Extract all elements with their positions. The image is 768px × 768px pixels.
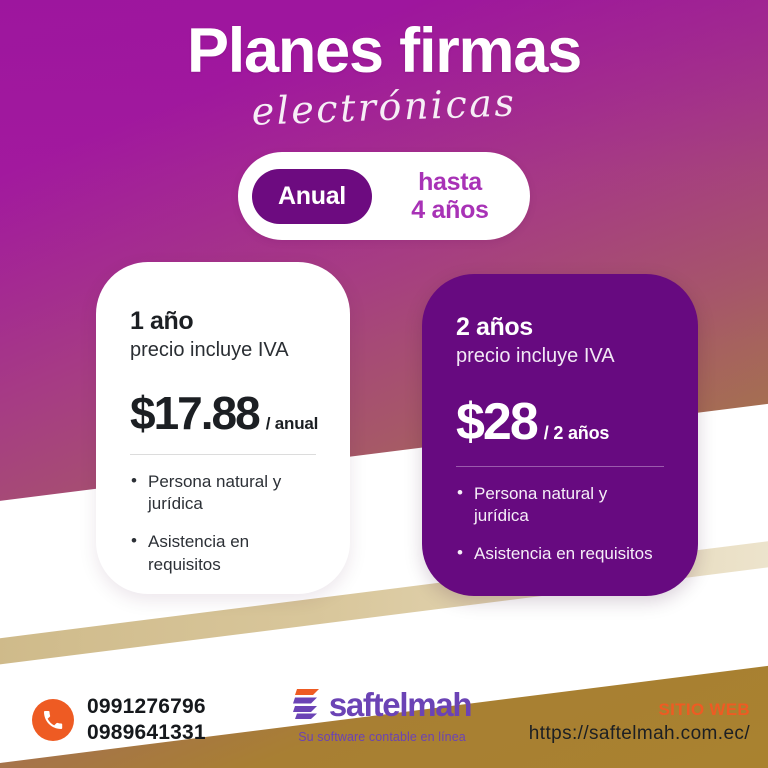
contact-block[interactable]: 0991276796 0989641331 — [32, 694, 206, 747]
plan-price-unit: / 2 años — [543, 422, 610, 443]
phone-number-1: 0991276796 — [87, 694, 206, 718]
plan-price: $28 — [456, 392, 539, 451]
phone-icon — [32, 698, 74, 741]
brand-tagline: Su software contable en línea — [298, 730, 466, 744]
brand-block: saftelmah Su software contable en línea — [282, 685, 482, 744]
plan-card-2-anos[interactable]: 2 años precio incluye IVA $28 / 2 años P… — [422, 274, 698, 596]
plan-tax-note: precio incluye IVA — [456, 344, 615, 367]
plan-card-1-ano[interactable]: 1 año precio incluye IVA $17.88 / anual … — [96, 262, 350, 594]
toggle-alt-line1: hasta — [418, 168, 482, 196]
plan-price-unit: / anual — [265, 413, 319, 433]
plan-divider — [130, 453, 316, 455]
plan-price-row: $28 / 2 años — [456, 396, 664, 448]
plan-feature-list: Persona natural y jurídica Asistencia en… — [130, 470, 316, 577]
page-title: Planes firmas — [186, 16, 582, 86]
list-item: Persona natural y jurídica — [456, 482, 664, 528]
plan-price-row: $17.88 / anual — [130, 386, 319, 439]
pricing-cards: 1 año precio incluye IVA $17.88 / anual … — [0, 262, 768, 602]
toggle-option-hasta-4-anos[interactable]: hasta 4 años — [392, 168, 508, 224]
website-label: SITIO WEB — [658, 699, 750, 719]
plan-term: 1 año — [130, 307, 194, 335]
plan-term: 2 años — [456, 313, 533, 341]
toggle-alt-line2: 4 años — [411, 196, 489, 224]
phone-number-2: 0989641331 — [87, 720, 206, 744]
phone-numbers: 0991276796 0989641331 — [87, 694, 206, 747]
website-url[interactable]: https://saftelmah.com.ec/ — [528, 723, 750, 745]
plan-price: $17.88 — [130, 386, 261, 439]
brand-row: saftelmah — [282, 685, 482, 724]
plan-tax-note: precio incluye IVA — [130, 338, 289, 361]
poster-header: Planes firmas electrónicas — [0, 16, 768, 134]
saftelmah-s-logo-icon — [292, 685, 323, 724]
poster-footer: 0991276796 0989641331 saftelmah Su softw… — [0, 648, 768, 768]
plan-divider — [456, 465, 664, 467]
website-block[interactable]: SITIO WEB https://saftelmah.com.ec/ — [529, 700, 750, 746]
plan-feature-list: Persona natural y jurídica Asistencia en… — [456, 482, 664, 566]
brand-name: saftelmah — [328, 686, 473, 723]
list-item: Asistencia en requisitos — [456, 542, 664, 565]
toggle-option-anual[interactable]: Anual — [252, 168, 372, 224]
list-item: Asistencia en requisitos — [130, 530, 316, 576]
billing-period-toggle[interactable]: Anual hasta 4 años — [238, 152, 530, 240]
list-item: Persona natural y jurídica — [130, 470, 316, 516]
